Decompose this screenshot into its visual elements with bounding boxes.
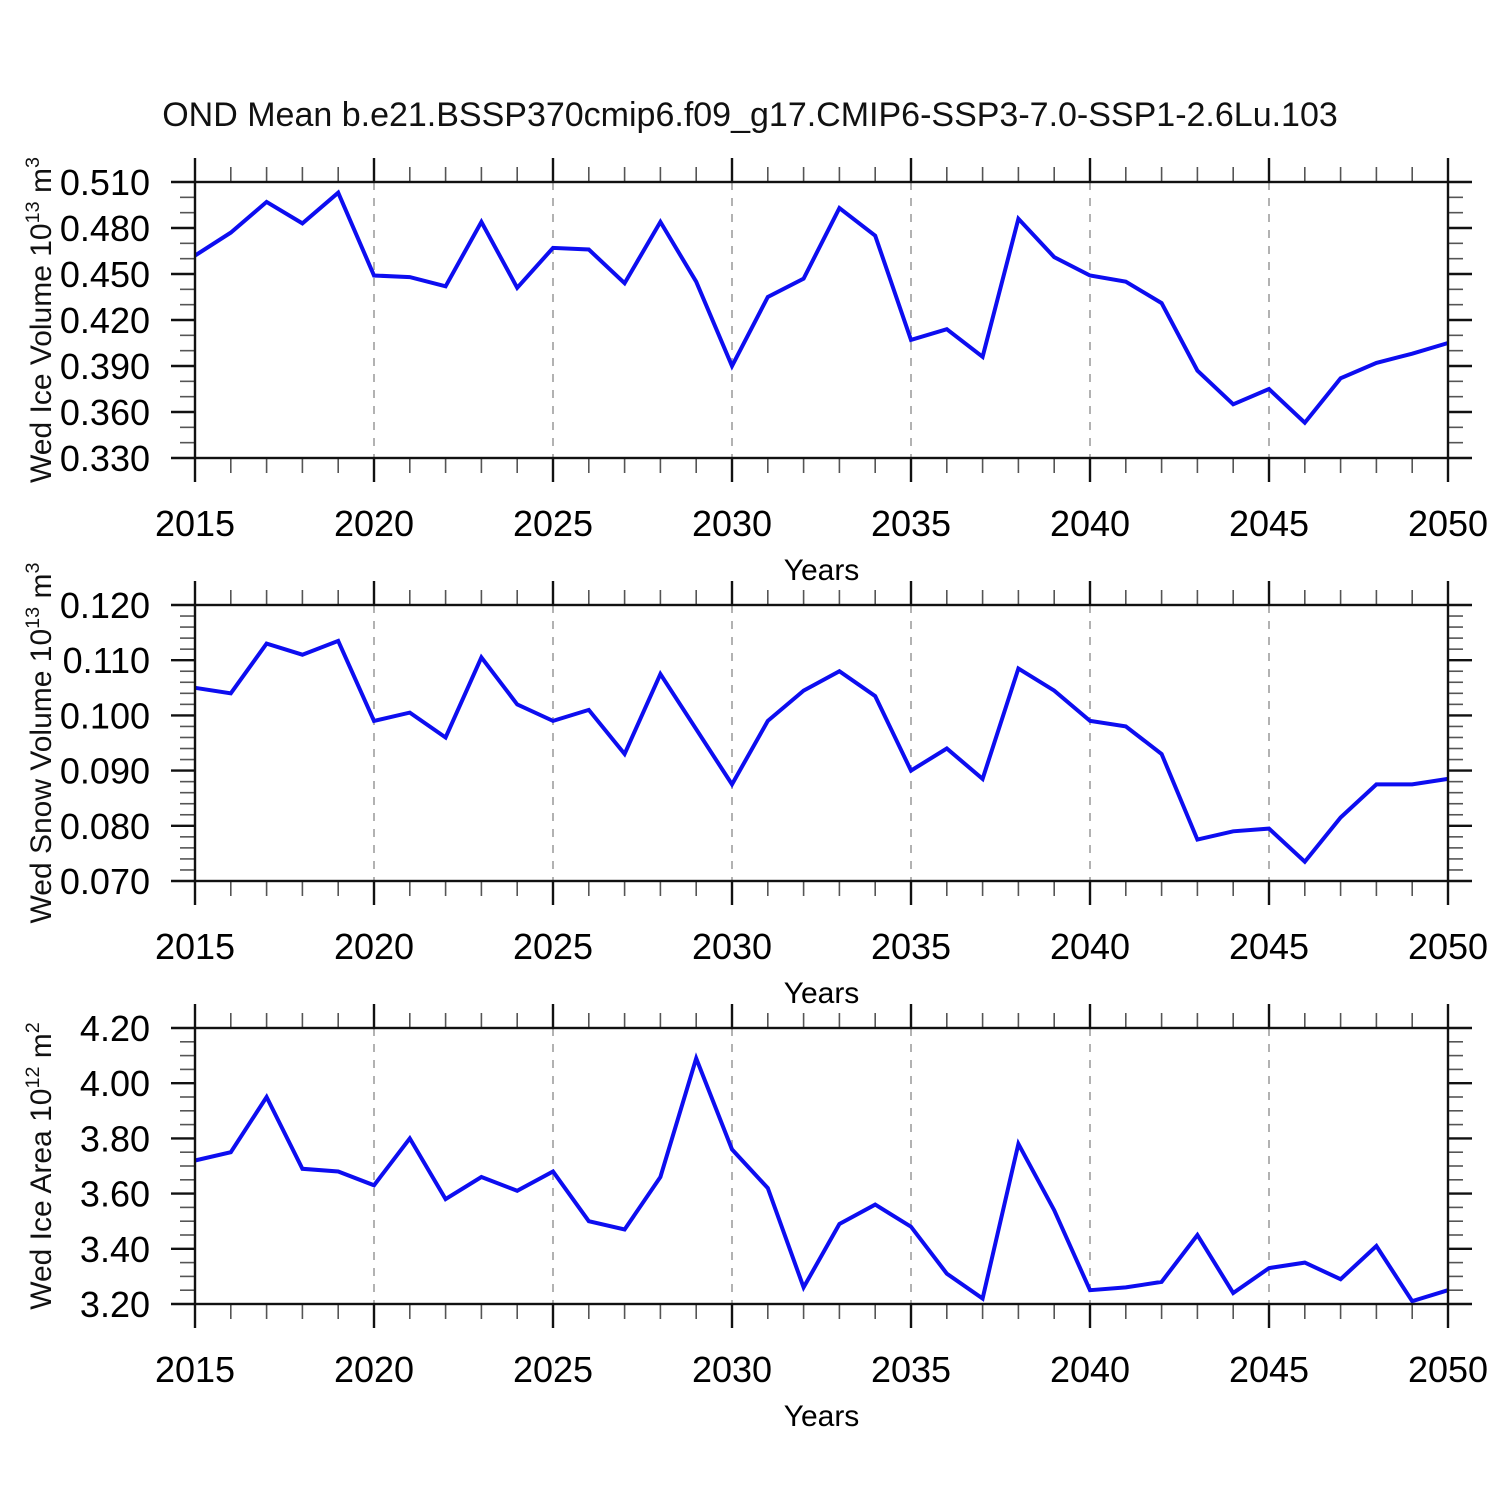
data-line-series — [194, 638, 1449, 865]
x-axis-title: Years — [784, 1400, 860, 1433]
y-axis-title-ice-volume: Wed Ice Volume 1013 m3 — [22, 157, 59, 483]
y-tick-label: 0.100 — [60, 695, 150, 736]
x-tick-label: 2040 — [1050, 926, 1130, 967]
y-tick-label: 3.80 — [80, 1118, 150, 1159]
ylabel-text: Wed Ice Area 10 — [24, 1088, 58, 1310]
y-tick-label: 0.480 — [60, 208, 150, 249]
y-axis-title-ice-area: Wed Ice Area 1012 m2 — [22, 1022, 59, 1310]
x-tick-label: 2015 — [155, 1349, 235, 1390]
y-tick-label: 0.330 — [60, 438, 150, 479]
y-tick-label: 0.120 — [60, 585, 150, 626]
x-tick-label: 2025 — [513, 926, 593, 967]
x-tick-label: 2020 — [334, 926, 414, 967]
x-tick-label: 2035 — [871, 926, 951, 967]
x-tick-label: 2045 — [1229, 503, 1309, 544]
x-tick-label: 2015 — [155, 503, 235, 544]
plot-frame — [193, 1026, 1450, 1306]
y-tick-label: 0.070 — [60, 861, 150, 902]
panel-wed-ice-volume: 0.330 0.360 0.390 0.420 0.450 0.480 0.510 2015 2… — [60, 158, 1488, 587]
data-line-series — [194, 1052, 1449, 1304]
x-tick-label: 2045 — [1229, 1349, 1309, 1390]
chart-title: OND Mean b.e21.BSSP370cmip6.f09_g17.CMIP… — [162, 96, 1338, 134]
ylabel-text: m — [24, 168, 58, 202]
x-tick-label: 2050 — [1408, 926, 1488, 967]
x-tick-label: 2015 — [155, 926, 235, 967]
ylabel-text: Wed Snow Volume 10 — [24, 628, 58, 924]
exponent-text: 2 — [22, 1022, 44, 1034]
x-axis-title: Years — [784, 554, 860, 587]
y-tick-label: 3.20 — [80, 1284, 150, 1325]
x-tick-label: 2040 — [1050, 1349, 1130, 1390]
x-tick-label: 2025 — [513, 1349, 593, 1390]
panel-wed-ice-area: 3.20 3.40 3.60 3.80 4.00 4.20 2015 2020 2025 2030… — [80, 1004, 1488, 1433]
x-tick-label: 2030 — [692, 1349, 772, 1390]
y-tick-label: 3.60 — [80, 1174, 150, 1215]
x-tick-label: 2050 — [1408, 1349, 1488, 1390]
y-tick-label: 3.40 — [80, 1229, 150, 1270]
y-tick-label: 0.110 — [63, 640, 150, 681]
x-tick-label: 2020 — [334, 1349, 414, 1390]
y-tick-label: 0.390 — [60, 346, 150, 387]
x-tick-label: 2020 — [334, 503, 414, 544]
y-tick-label: 4.00 — [80, 1063, 150, 1104]
y-tick-label: 0.360 — [60, 392, 150, 433]
data-line-series — [193, 189, 1449, 426]
ylabel-text: m — [24, 1033, 58, 1067]
x-tick-label: 2035 — [871, 503, 951, 544]
exponent-text: 13 — [22, 201, 44, 224]
exponent-text: 3 — [22, 562, 44, 574]
y-tick-label: 4.20 — [80, 1008, 150, 1049]
exponent-text: 3 — [22, 157, 44, 169]
y-tick-label: 0.510 — [60, 162, 150, 203]
exponent-text: 13 — [22, 606, 44, 629]
ylabel-text: m — [24, 573, 58, 607]
x-tick-label: 2035 — [871, 1349, 951, 1390]
y-tick-label: 0.090 — [60, 751, 150, 792]
exponent-text: 12 — [22, 1066, 44, 1089]
x-tick-label: 2050 — [1408, 503, 1488, 544]
x-tick-label: 2025 — [513, 503, 593, 544]
y-tick-label: 0.080 — [60, 806, 150, 847]
y-tick-label: 0.450 — [60, 254, 150, 295]
ylabel-text: Wed Ice Volume 10 — [24, 223, 58, 483]
y-axis-title-snow-volume: Wed Snow Volume 1013 m3 — [22, 563, 59, 924]
x-tick-label: 2030 — [692, 503, 772, 544]
x-tick-label: 2030 — [692, 926, 772, 967]
plot-frame — [193, 603, 1450, 883]
x-axis-title: Years — [784, 977, 860, 1010]
plot-frame — [193, 180, 1450, 460]
panel-wed-snow-volume: 0.070 0.080 0.090 0.100 0.110 0.120 2015 2020 20… — [60, 581, 1488, 1010]
x-tick-label: 2040 — [1050, 503, 1130, 544]
y-tick-label: 0.420 — [60, 300, 150, 341]
x-tick-label: 2045 — [1229, 926, 1309, 967]
